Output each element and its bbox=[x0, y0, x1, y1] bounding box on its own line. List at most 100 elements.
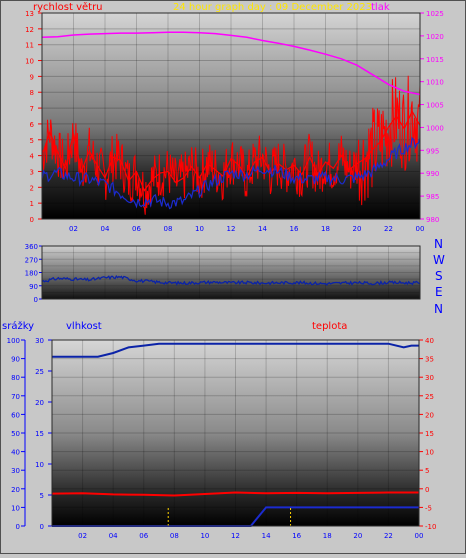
humidity-tick-label: 80 bbox=[11, 374, 20, 382]
wind-speed-tick-label: 3 bbox=[30, 168, 34, 176]
temperature-tick-label: -5 bbox=[425, 504, 432, 512]
time-tick-label: 16 bbox=[290, 225, 299, 233]
time-tick-label: 08 bbox=[170, 532, 179, 540]
pressure-tick-label: 995 bbox=[426, 147, 439, 155]
compass-label-s: S bbox=[435, 269, 443, 283]
bottom-time-axis: 02 04 06 08 10 12 14 16 18 20 22 00 bbox=[78, 532, 423, 540]
direction-tick-label: 0 bbox=[34, 296, 38, 304]
pressure-tick-label: 985 bbox=[426, 193, 439, 201]
wind-speed-tick-label: 9 bbox=[30, 73, 34, 81]
compass-labels: N W S E N bbox=[433, 237, 445, 316]
direction-tick-label: 270 bbox=[25, 256, 38, 264]
wind-speed-tick-label: 1 bbox=[30, 200, 34, 208]
wind-speed-tick-label: 4 bbox=[30, 153, 35, 161]
pressure-tick-label: 1020 bbox=[426, 33, 444, 41]
wind-speed-trace bbox=[41, 75, 421, 215]
time-tick-label: 10 bbox=[200, 532, 209, 540]
humidity-line bbox=[52, 342, 419, 358]
humidity-tick-label: 60 bbox=[11, 411, 20, 419]
time-tick-label: 18 bbox=[321, 225, 330, 233]
time-tick-label: 12 bbox=[227, 225, 236, 233]
compass-label-n-top: N bbox=[434, 237, 443, 251]
time-tick-label: 10 bbox=[195, 225, 204, 233]
wind-speed-line bbox=[41, 109, 421, 192]
compass-label-e: E bbox=[435, 285, 443, 299]
temperature-tick-label: 20 bbox=[425, 411, 434, 419]
temperature-tick-label: 10 bbox=[425, 449, 434, 457]
wind-speed-tick-label: 5 bbox=[30, 137, 34, 145]
temperature-tick-label: 0 bbox=[425, 486, 429, 494]
temperature-tick-label: 15 bbox=[425, 430, 434, 438]
pressure-tick-label: 1000 bbox=[426, 124, 444, 132]
compass-label-n-bottom: N bbox=[434, 302, 443, 316]
rain-tick-label: 25 bbox=[35, 368, 44, 376]
humidity-tick-label: 40 bbox=[11, 449, 20, 457]
pressure-tick-label: 1010 bbox=[426, 79, 444, 87]
wind-direction-series bbox=[41, 274, 421, 286]
direction-tick-label: 180 bbox=[25, 270, 38, 278]
humidity-axis-title: vlhkost bbox=[66, 321, 102, 332]
temperature-tick-label: 35 bbox=[425, 356, 434, 364]
temperature-tick-label: 5 bbox=[425, 467, 429, 475]
wind-speed-tick-label: 0 bbox=[30, 216, 34, 224]
humidity-tick-label: 50 bbox=[11, 430, 20, 438]
compass-label-w: W bbox=[433, 253, 445, 267]
pressure-tick-label: 980 bbox=[426, 216, 439, 224]
time-tick-label: 04 bbox=[109, 532, 118, 540]
time-tick-label: 14 bbox=[258, 225, 267, 233]
temperature-tick-label: 30 bbox=[425, 374, 434, 382]
wind-speed-tick-label: 2 bbox=[30, 184, 34, 192]
time-tick-label: 00 bbox=[415, 532, 424, 540]
rain-tick-label: 0 bbox=[40, 523, 44, 531]
wind-pressure-series bbox=[41, 31, 421, 215]
rain-tick-label: 20 bbox=[35, 399, 44, 407]
humidity-tick-label: 90 bbox=[11, 356, 20, 364]
wind-direction-plot-area bbox=[42, 246, 420, 299]
temperature-tick-label: 40 bbox=[425, 337, 434, 345]
pressure-tick-label: 1005 bbox=[426, 102, 444, 110]
wind-speed-tick-label: 11 bbox=[25, 42, 34, 50]
wind-direction-line bbox=[41, 274, 421, 286]
wind-speed-tick-label: 12 bbox=[25, 26, 34, 34]
humidity-tick-label: 30 bbox=[11, 467, 20, 475]
pressure-axis-title: tlak bbox=[371, 2, 390, 13]
time-tick-label: 16 bbox=[292, 532, 301, 540]
wind-speed-tick-label: 13 bbox=[25, 10, 34, 18]
wind-speed-tick-label: 10 bbox=[25, 58, 34, 66]
humidity-tick-label: 70 bbox=[11, 393, 20, 401]
pressure-tick-label: 1025 bbox=[426, 10, 444, 18]
pressure-line bbox=[41, 31, 421, 96]
temperature-line bbox=[51, 491, 419, 497]
time-tick-label: 06 bbox=[139, 532, 148, 540]
humidity-tick-label: 100 bbox=[7, 337, 20, 345]
wind-speed-axis-title: rychlost větru bbox=[33, 1, 103, 13]
rain-tick-label: 30 bbox=[35, 337, 44, 345]
time-tick-label: 20 bbox=[353, 532, 362, 540]
time-tick-label: 20 bbox=[353, 225, 362, 233]
wind-gust-line bbox=[41, 136, 421, 210]
rain-axis-title: srážky bbox=[2, 320, 34, 332]
time-tick-label: 02 bbox=[69, 225, 78, 233]
wind-speed-tick-label: 6 bbox=[30, 121, 35, 129]
climate-plot-border bbox=[51, 339, 420, 527]
temperature-tick-label: -10 bbox=[425, 523, 436, 531]
temperature-axis-title: teplota bbox=[312, 321, 347, 332]
pressure-tick-label: 990 bbox=[426, 170, 439, 178]
direction-tick-label: 360 bbox=[25, 243, 38, 251]
time-tick-label: 00 bbox=[416, 225, 425, 233]
time-tick-label: 02 bbox=[78, 532, 87, 540]
direction-tick-label: 90 bbox=[29, 283, 38, 291]
humidity-tick-label: 20 bbox=[11, 486, 20, 494]
humidity-tick-label: 0 bbox=[16, 523, 20, 531]
temperature-tick-label: 25 bbox=[425, 393, 434, 401]
rain-tick-label: 5 bbox=[40, 492, 44, 500]
wind-speed-tick-label: 8 bbox=[30, 89, 34, 97]
pressure-tick-label: 1015 bbox=[426, 56, 444, 64]
time-tick-label: 22 bbox=[384, 532, 393, 540]
time-tick-label: 08 bbox=[164, 225, 173, 233]
top-time-axis: 02 04 06 08 10 12 14 16 18 20 22 00 bbox=[69, 225, 424, 233]
time-tick-label: 14 bbox=[262, 532, 271, 540]
rain-tick-label: 15 bbox=[35, 430, 44, 438]
